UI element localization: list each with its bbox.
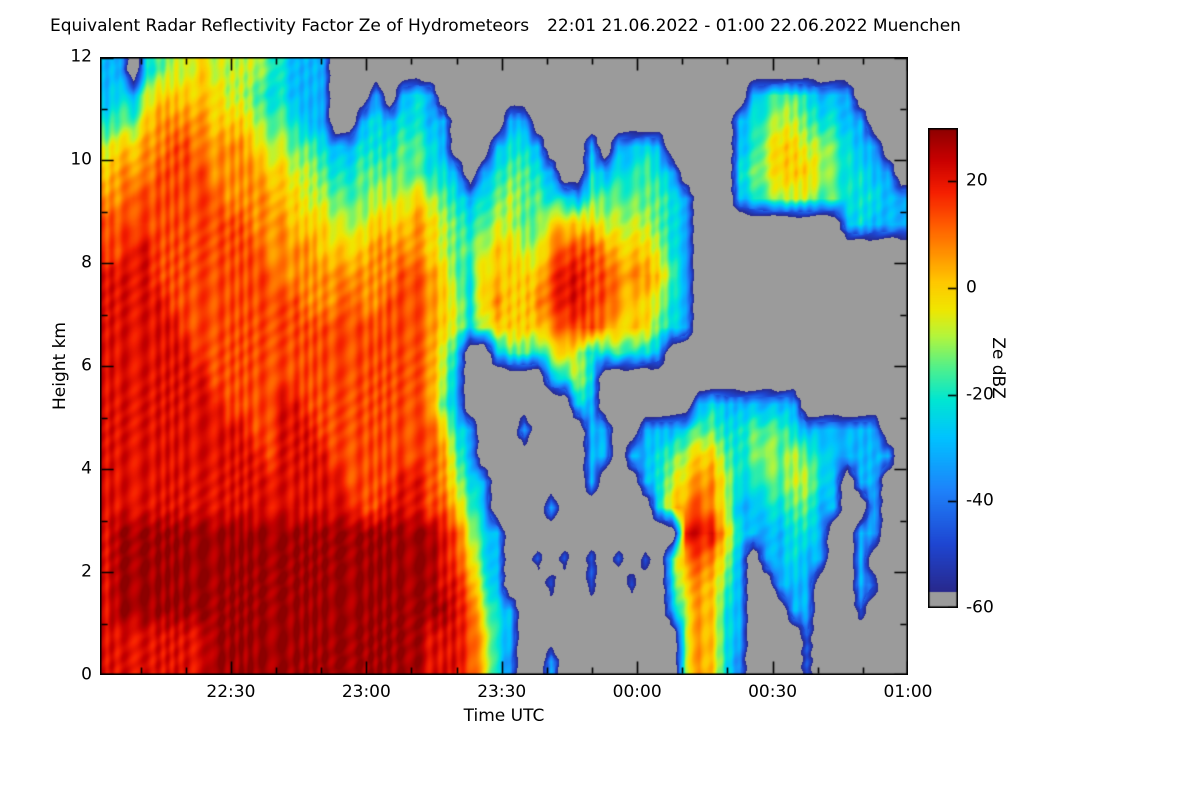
x-tick-label: 23:00 <box>341 682 391 702</box>
colorbar-tick-label: -20 <box>966 384 994 405</box>
y-tick-label: 8 <box>81 252 92 273</box>
y-tick-label: 10 <box>70 149 92 170</box>
x-tick-label: 23:30 <box>477 682 527 702</box>
colorbar-tick-label: 20 <box>966 170 988 191</box>
y-tick-label: 2 <box>81 561 92 582</box>
colorbar-tick-label: -60 <box>966 597 994 618</box>
y-tick-label: 6 <box>81 355 92 376</box>
x-axis-label: Time UTC <box>463 706 545 726</box>
y-tick-label: 0 <box>81 664 92 685</box>
heatmap-canvas <box>100 57 908 675</box>
x-tick-label: 22:30 <box>206 682 256 702</box>
chart-title: Equivalent Radar Reflectivity Factor Ze … <box>50 16 961 36</box>
title-text: Equivalent Radar Reflectivity Factor Ze … <box>50 16 530 36</box>
x-tick-label: 01:00 <box>883 682 933 702</box>
colorbar-tick-label: 0 <box>966 277 977 298</box>
colorbar-tick-label: -40 <box>966 490 994 511</box>
x-tick-label: 00:00 <box>612 682 662 702</box>
title-period: 22:01 21.06.2022 - 01:00 22.06.2022 Muen… <box>547 16 961 36</box>
y-tick-label: 4 <box>81 458 92 479</box>
colorbar-canvas <box>928 128 958 608</box>
y-tick-label: 12 <box>70 46 92 67</box>
x-tick-label: 00:30 <box>748 682 798 702</box>
